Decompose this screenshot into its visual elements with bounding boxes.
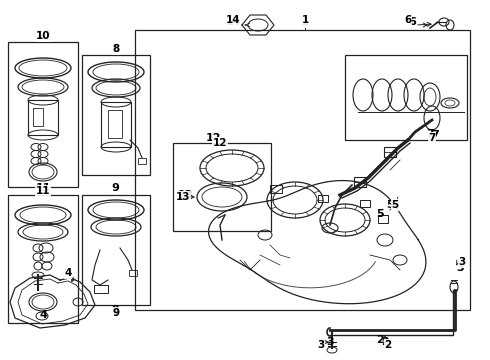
Text: 2: 2 [381,337,389,347]
Text: 14: 14 [225,17,241,27]
Text: 7: 7 [431,130,439,140]
Text: 5: 5 [392,200,399,210]
Text: 3: 3 [318,340,325,350]
Text: 11: 11 [35,183,51,193]
Bar [108,110,122,138]
Text: 6: 6 [404,15,412,25]
Text: 10: 10 [35,30,50,40]
Bar [28,100,58,135]
Bar [129,270,137,276]
Bar [135,30,470,310]
Text: 7: 7 [428,133,436,143]
Bar [8,195,78,323]
Text: 12: 12 [205,133,221,143]
Bar [94,285,108,293]
Text: 11: 11 [36,186,50,196]
Bar [82,195,150,305]
Text: 10: 10 [36,31,50,41]
Text: 12: 12 [213,138,227,148]
Text: 9: 9 [112,308,120,318]
Bar [101,102,131,147]
Text: 13: 13 [176,192,190,202]
Text: 8: 8 [111,43,119,53]
Text: 1: 1 [301,17,309,27]
Text: 3: 3 [456,263,464,273]
Bar [33,108,43,126]
Text: 3: 3 [458,257,466,267]
Text: 9: 9 [111,305,119,315]
Text: 6: 6 [408,17,416,27]
Text: 7: 7 [426,129,434,139]
Text: 1: 1 [301,15,309,25]
Bar [8,42,78,187]
Text: 5: 5 [376,209,384,219]
Text: 2: 2 [376,335,384,345]
Bar [345,55,467,140]
Bar [354,177,366,187]
Bar [318,195,328,202]
Bar [173,143,271,231]
Bar [384,147,396,157]
Text: 9: 9 [111,307,119,317]
Bar [270,185,282,193]
Bar [378,215,388,223]
Text: 8: 8 [112,44,120,54]
Bar [138,158,146,164]
Bar [82,55,150,175]
Text: 4: 4 [64,268,72,278]
Text: 3: 3 [326,337,334,347]
Text: 2: 2 [384,340,392,350]
Text: 9: 9 [111,183,119,193]
Text: 5: 5 [386,200,394,210]
Text: 4: 4 [39,310,47,320]
Bar [360,200,370,207]
Text: 13: 13 [177,190,193,200]
Text: 14: 14 [226,15,240,25]
